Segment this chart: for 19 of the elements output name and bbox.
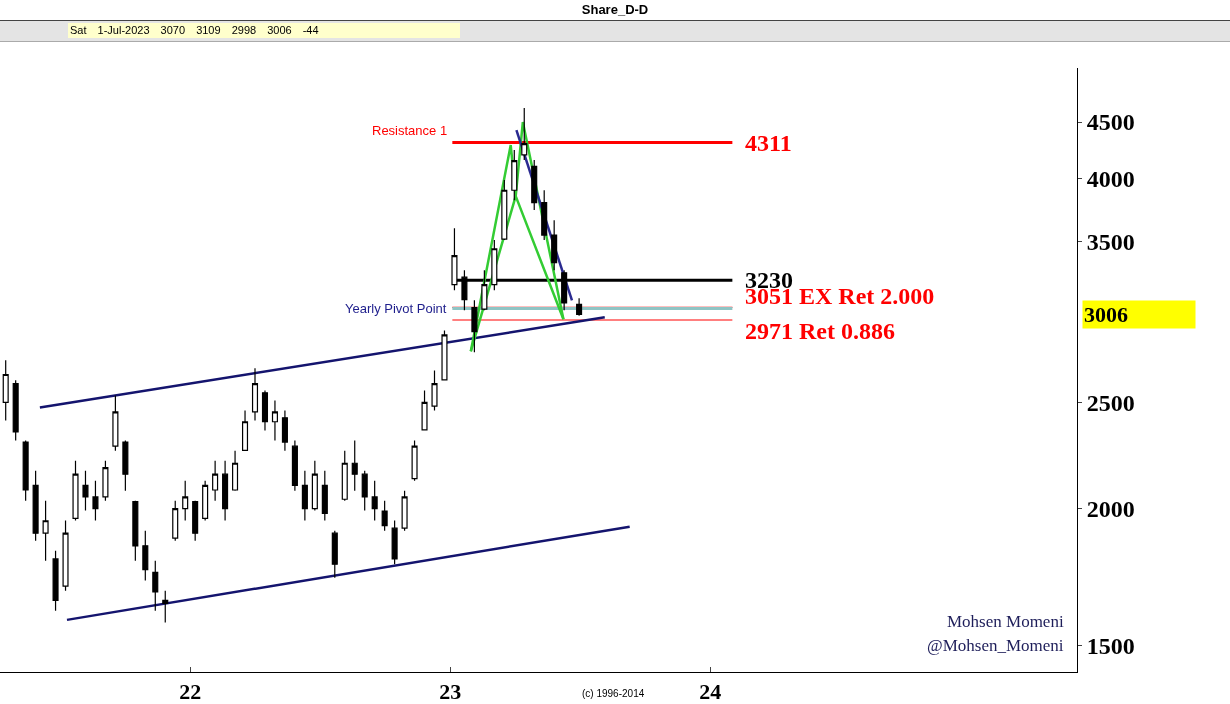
text: (c) 1996-2014 <box>582 688 645 699</box>
chart-subtitle: Sat 1-Jul-2023 3070 3109 2998 3006 -44 <box>68 23 460 38</box>
y-tick-label: 1500 <box>1086 633 1135 660</box>
y-tick-label: 4000 <box>1086 165 1135 192</box>
chart-title: Share_D-D <box>0 0 1230 21</box>
annotation: Yearly Pivot Point <box>345 301 447 316</box>
x-tick-label: 22 <box>179 679 202 704</box>
annotation: @Mohsen_Momeni <box>927 636 1064 655</box>
text: 3006 <box>1084 302 1128 327</box>
y-tick-label: 2000 <box>1086 496 1135 523</box>
ref-line-label: 2971 Ret 0.886 <box>745 318 895 344</box>
y-tick-label: 4500 <box>1086 109 1135 136</box>
x-tick-label: 24 <box>699 679 722 704</box>
ref-line-label: 4311 <box>745 130 792 156</box>
x-tick-label: 23 <box>439 679 462 704</box>
y-tick-label: 2500 <box>1086 389 1135 416</box>
annotation: Resistance 1 <box>372 123 448 138</box>
annotation: Mohsen Momeni <box>947 612 1064 631</box>
y-tick-label: 3500 <box>1086 229 1135 256</box>
